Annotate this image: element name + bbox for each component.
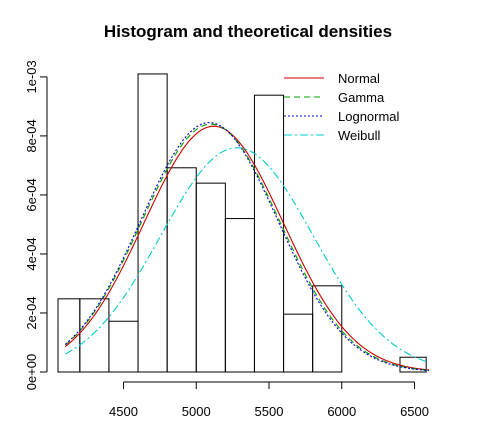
x-tick-label-4: 6500 <box>400 404 429 419</box>
histogram-bar-6 <box>224 218 255 373</box>
histogram-bar-3 <box>137 73 168 373</box>
density-curve-lognormal <box>64 122 430 372</box>
legend-label-normal: Normal <box>338 71 380 86</box>
x-tick-label-0: 4500 <box>109 404 138 419</box>
y-tick-label-3: 6e-04 <box>24 178 39 211</box>
legend-label-gamma: Gamma <box>338 90 385 105</box>
y-tick-label-4: 8e-04 <box>24 119 39 152</box>
y-tick-label-0: 0e+00 <box>24 354 39 391</box>
legend-label-lognormal: Lognormal <box>338 109 400 124</box>
x-tick-label-3: 6000 <box>327 404 356 419</box>
y-axis: 0e+00 2e-04 4e-04 6e-04 8e-04 1e-03 <box>24 60 48 391</box>
chart-title: Histogram and theoretical densities <box>104 22 392 41</box>
histogram-bar-5 <box>195 182 226 373</box>
x-tick-label-1: 5000 <box>182 404 211 419</box>
histogram-bar-8 <box>283 313 314 373</box>
density-curve-normal <box>64 125 430 371</box>
legend-label-weibull: Weibull <box>338 128 381 143</box>
density-curve-gamma <box>64 123 430 371</box>
y-tick-label-1: 2e-04 <box>24 296 39 329</box>
y-tick-label-5: 1e-03 <box>24 60 39 93</box>
histogram-bar-0 <box>57 298 81 373</box>
x-tick-label-2: 5500 <box>255 404 284 419</box>
histogram-bar-7 <box>253 94 285 373</box>
density-curve-weibull <box>65 147 430 364</box>
y-tick-label-2: 4e-04 <box>24 237 39 270</box>
histogram-bar-2 <box>108 320 139 373</box>
density-curves <box>64 122 430 372</box>
x-axis: 4500 5000 5500 6000 6500 <box>109 381 429 419</box>
legend: Normal Gamma Lognormal Weibull <box>284 71 400 143</box>
histogram-bar-9 <box>312 285 343 373</box>
